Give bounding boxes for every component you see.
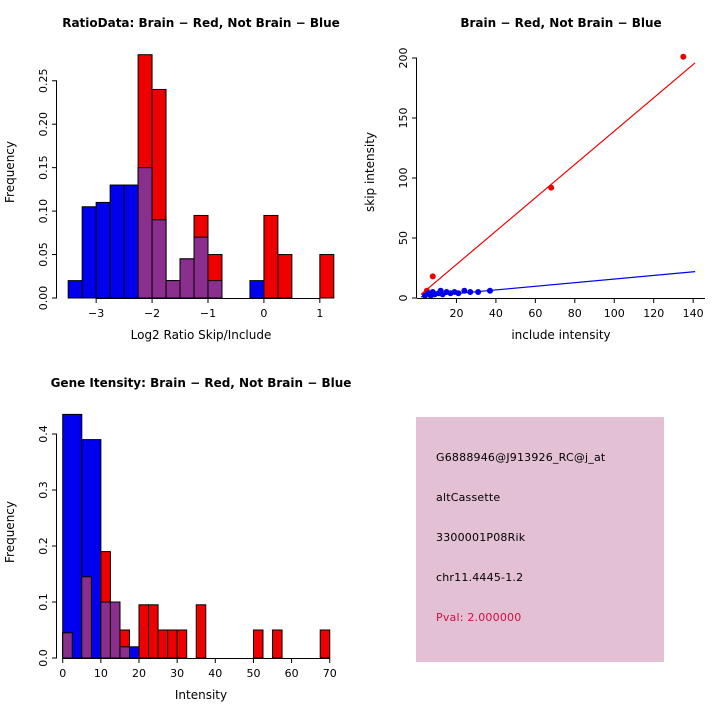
panel-gene-histogram (0, 360, 360, 720)
panel-ratio-histogram (0, 0, 360, 360)
intensity-scatter-canvas (360, 0, 720, 360)
gene-histogram-canvas (0, 360, 360, 720)
gene-symbol-text: 3300001P08Rik (436, 531, 526, 544)
event-type-text: altCassette (436, 491, 501, 504)
ratio-histogram-canvas (0, 0, 360, 360)
pval-text: Pval: 2.000000 (436, 611, 522, 624)
probe-id-text: G6888946@J913926_RC@j_at (436, 451, 606, 464)
chromosome-location-text: chr11.4445-1.2 (436, 571, 524, 584)
panel-info: G6888946@J913926_RC@j_at altCassette 330… (360, 360, 720, 720)
panel-intensity-scatter (360, 0, 720, 360)
gene-info-box: G6888946@J913926_RC@j_at altCassette 330… (416, 417, 664, 662)
